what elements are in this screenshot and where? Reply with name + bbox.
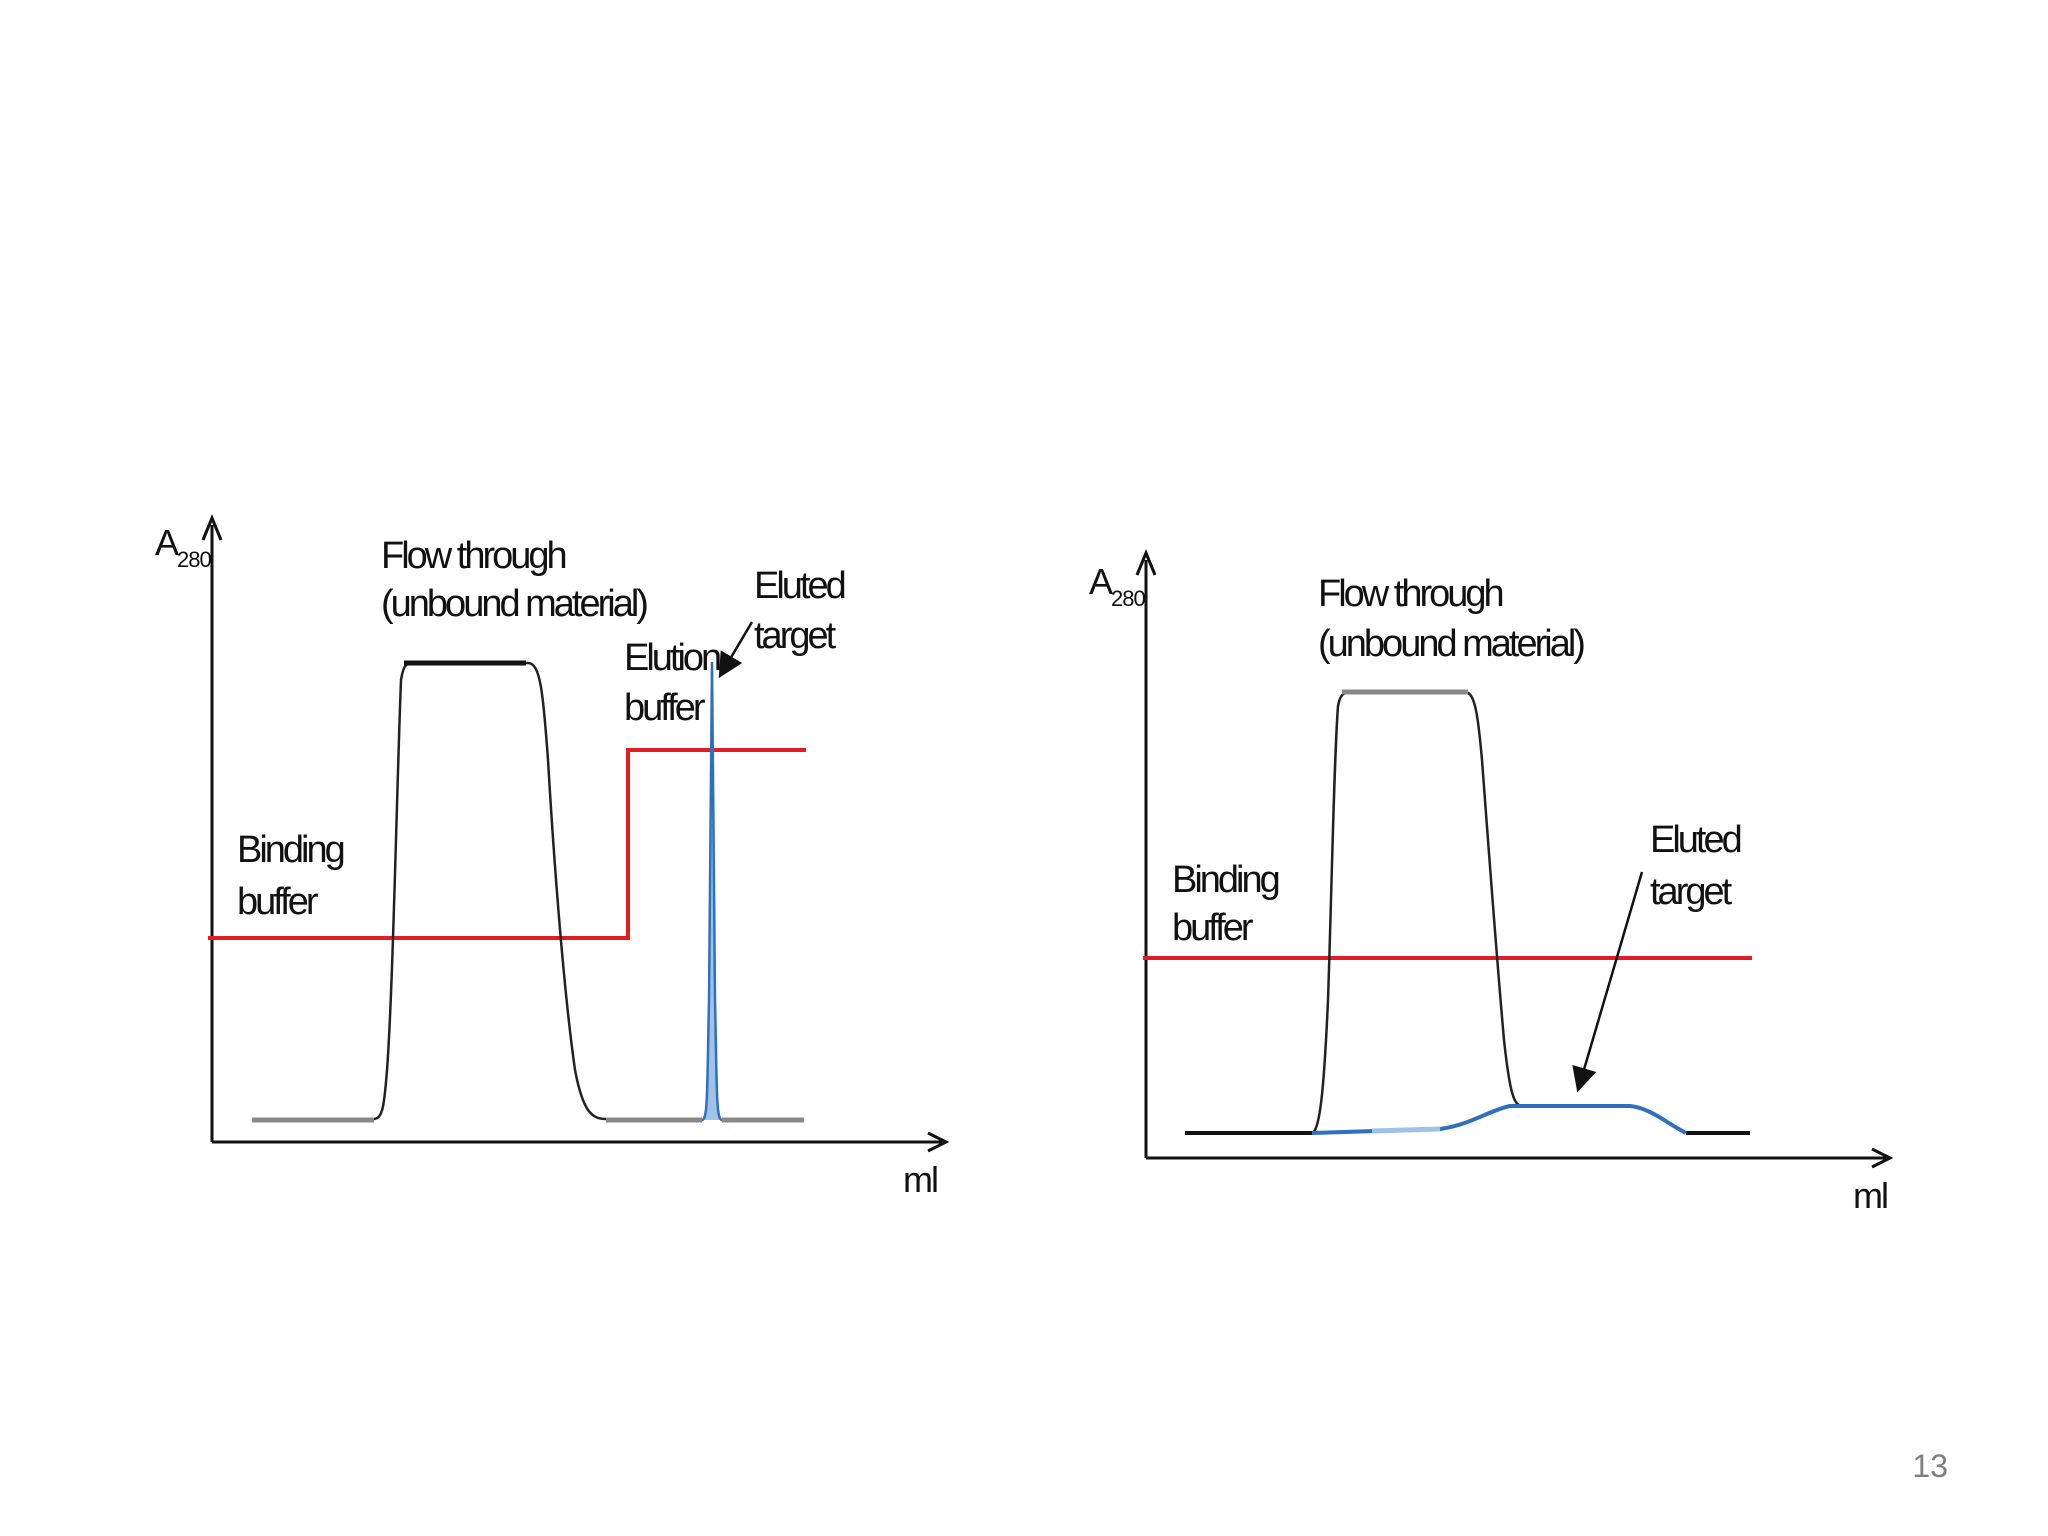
binding-buffer-sublabel: buffer: [237, 881, 319, 923]
eluted-target-trace: [1311, 1104, 1687, 1135]
flow-through-label: Flow through: [381, 535, 566, 577]
y-axis-arrow-icon: [1135, 549, 1157, 576]
binding-buffer-label: Binding: [1172, 859, 1279, 901]
elution-buffer-label: Elution: [624, 637, 720, 679]
eluted-target-sublabel: target: [754, 615, 837, 657]
x-axis-arrow-icon: [1871, 1147, 1894, 1169]
elution-buffer-sublabel: buffer: [624, 687, 706, 729]
eluted-target-pointer: [1572, 871, 1644, 1093]
eluted-target-pointer: [718, 621, 754, 679]
x-axis-label: ml: [903, 1159, 937, 1200]
flow-through-sublabel: (unbound material): [1318, 623, 1584, 665]
flow-through-label: Flow through: [1318, 573, 1503, 615]
diagram-poor-binding: A280 ml Flow through (unbound material) …: [1089, 549, 1894, 1216]
buffer-step-line: [208, 748, 806, 940]
diagram-successful-binding: A280 ml Flow through (unbound material) …: [155, 514, 950, 1200]
y-axis-label: A280: [1089, 561, 1145, 611]
page-number: 13: [1912, 1448, 1948, 1484]
binding-buffer-sublabel: buffer: [1172, 907, 1254, 949]
y-axis-arrow-icon: [201, 514, 223, 541]
eluted-target-sublabel: target: [1650, 871, 1733, 913]
flow-through-trace: [1311, 690, 1523, 1135]
binding-buffer-label: Binding: [237, 829, 344, 871]
eluted-target-highlight: [1371, 1126, 1441, 1134]
flow-through-trace: [252, 661, 702, 1121]
eluted-target-label: Eluted: [1650, 819, 1741, 861]
eluted-target-label: Eluted: [754, 565, 845, 607]
x-axis-label: ml: [1853, 1175, 1887, 1216]
x-axis-arrow-icon: [927, 1131, 950, 1153]
y-axis-label: A280: [155, 522, 211, 572]
flow-through-sublabel: (unbound material): [381, 583, 647, 625]
eluted-target-peak: [701, 661, 723, 1122]
